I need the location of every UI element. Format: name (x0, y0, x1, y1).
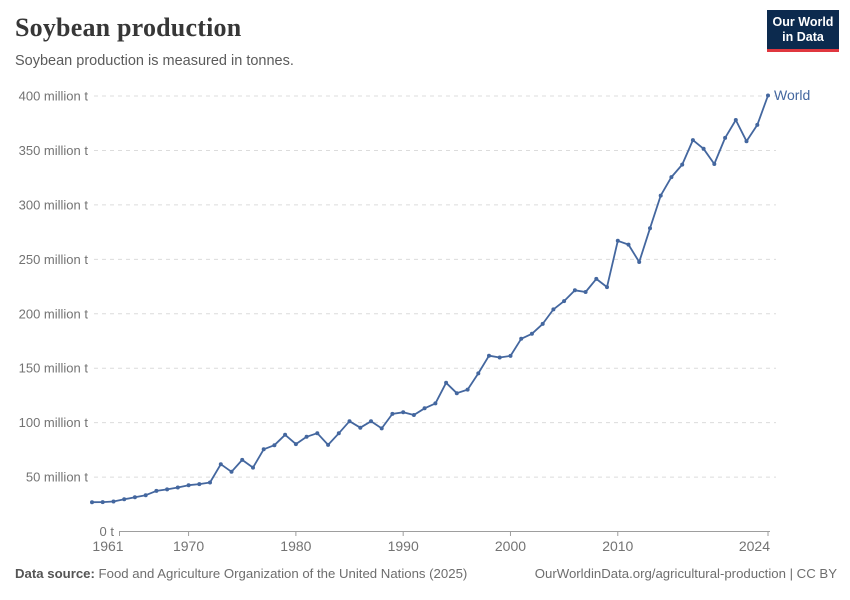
data-point[interactable] (186, 483, 191, 488)
owid-logo-line2: in Data (782, 30, 824, 44)
x-tick-label: 2000 (495, 538, 526, 554)
data-point[interactable] (562, 299, 567, 304)
data-point[interactable] (551, 307, 556, 312)
data-point[interactable] (529, 331, 534, 336)
data-point[interactable] (572, 288, 577, 293)
data-source: Data source: Food and Agriculture Organi… (15, 566, 467, 581)
data-point[interactable] (143, 493, 148, 498)
y-tick-label: 400 million t (19, 89, 89, 104)
owid-logo[interactable]: Our World in Data (767, 10, 839, 52)
x-tick-label: 2010 (602, 538, 633, 554)
data-point[interactable] (723, 135, 728, 140)
data-point[interactable] (508, 353, 513, 358)
data-point[interactable] (369, 419, 373, 424)
data-point[interactable] (401, 410, 406, 415)
data-point[interactable] (433, 401, 438, 406)
data-point[interactable] (465, 387, 470, 392)
data-point[interactable] (261, 447, 266, 452)
data-point[interactable] (594, 276, 599, 281)
page-title: Soybean production (15, 13, 242, 42)
data-point[interactable] (347, 419, 352, 424)
data-point[interactable] (583, 290, 588, 294)
data-point[interactable] (637, 260, 642, 264)
data-point[interactable] (615, 238, 620, 243)
x-tick-label: 1990 (388, 538, 419, 554)
data-point[interactable] (122, 497, 127, 502)
data-point[interactable] (690, 138, 695, 143)
data-point[interactable] (132, 495, 137, 500)
data-point[interactable] (154, 488, 159, 493)
data-point[interactable] (680, 162, 685, 167)
data-point[interactable] (272, 443, 277, 448)
y-tick-label: 200 million t (19, 306, 89, 321)
data-point[interactable] (240, 457, 245, 462)
data-point[interactable] (218, 462, 223, 467)
data-point[interactable] (658, 193, 663, 198)
world-series-label: World (774, 87, 810, 103)
data-point[interactable] (175, 485, 180, 490)
data-point[interactable] (755, 122, 760, 127)
data-source-label: Data source: (15, 566, 95, 581)
data-point[interactable] (326, 442, 331, 447)
data-point[interactable] (315, 431, 320, 436)
y-tick-label: 350 million t (19, 143, 89, 158)
data-point[interactable] (229, 469, 234, 474)
data-point[interactable] (669, 175, 674, 180)
data-point[interactable] (390, 411, 395, 416)
x-tick-label: 1970 (173, 538, 204, 554)
owid-citation-link[interactable]: OurWorldinData.org/agricultural-producti… (534, 566, 837, 581)
data-point[interactable] (111, 499, 116, 504)
y-tick-label: 50 million t (26, 470, 89, 485)
data-point[interactable] (165, 487, 170, 492)
chart-footer: Data source: Food and Agriculture Organi… (15, 566, 837, 581)
data-point[interactable] (336, 431, 341, 436)
data-point[interactable] (487, 353, 491, 358)
data-point[interactable] (208, 480, 212, 485)
data-point[interactable] (454, 391, 459, 396)
data-point[interactable] (712, 162, 717, 166)
data-point[interactable] (304, 434, 309, 439)
data-point[interactable] (626, 242, 631, 247)
data-point[interactable] (605, 285, 609, 290)
data-point[interactable] (766, 93, 770, 98)
data-point[interactable] (358, 425, 363, 430)
data-point[interactable] (476, 371, 481, 376)
y-tick-label: 0 t (100, 524, 115, 539)
data-point[interactable] (411, 413, 416, 417)
data-point[interactable] (540, 321, 545, 326)
data-point[interactable] (701, 146, 706, 151)
y-tick-label: 250 million t (19, 252, 89, 267)
data-point[interactable] (100, 500, 105, 505)
data-point[interactable] (444, 380, 449, 385)
data-point[interactable] (497, 355, 502, 360)
data-point[interactable] (519, 336, 524, 341)
data-point[interactable] (90, 500, 94, 505)
data-point[interactable] (648, 226, 652, 231)
data-point[interactable] (379, 426, 384, 431)
data-point[interactable] (744, 139, 749, 144)
y-tick-label: 150 million t (19, 361, 89, 376)
data-point[interactable] (733, 118, 738, 122)
y-tick-label: 300 million t (19, 197, 89, 212)
data-point[interactable] (251, 465, 255, 470)
data-point[interactable] (283, 432, 288, 437)
owid-logo-line1: Our World (772, 15, 834, 29)
x-tick-label: 1980 (280, 538, 311, 554)
x-tick-label: 1961 (92, 538, 123, 554)
world-series-line (91, 94, 769, 504)
y-tick-label: 100 million t (19, 415, 89, 430)
data-source-text: Food and Agriculture Organization of the… (94, 566, 468, 581)
data-point[interactable] (293, 442, 298, 447)
data-point[interactable] (197, 482, 202, 487)
data-point[interactable] (422, 406, 427, 411)
x-tick-label: 2024 (739, 538, 770, 554)
chart-subtitle: Soybean production is measured in tonnes… (15, 53, 294, 69)
